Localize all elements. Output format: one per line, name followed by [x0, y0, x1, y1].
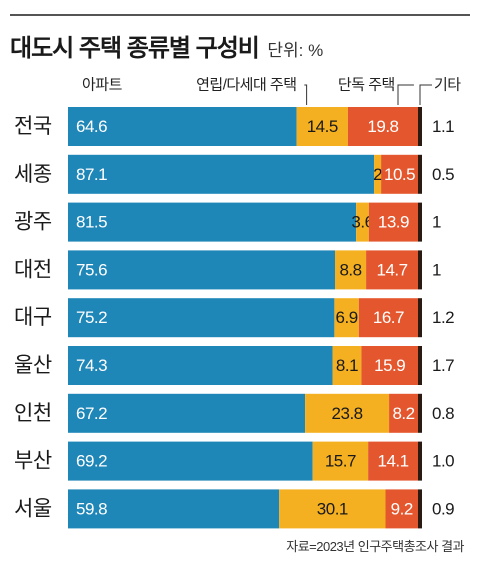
bar-segment [418, 154, 422, 194]
bar-segment [68, 489, 280, 529]
value-label: 6.9 [336, 308, 358, 327]
bar-segment [68, 202, 357, 242]
legend-label-4: 기타 [434, 77, 461, 94]
bar-segment [296, 107, 348, 146]
bar-segment [332, 346, 362, 385]
legend-leader-line [397, 84, 414, 105]
value-label: 0.8 [432, 404, 454, 423]
bar-segment [279, 489, 386, 529]
category-label: 서울 [14, 497, 52, 520]
value-label: 10.5 [384, 165, 415, 184]
value-label: 15.9 [374, 356, 405, 375]
value-label: 1 [432, 260, 441, 279]
value-label: 3.6 [351, 213, 373, 232]
bar-segment [334, 298, 359, 338]
category-label: 광주 [14, 211, 52, 234]
bar-segment [361, 346, 418, 385]
top-rule [10, 14, 470, 16]
bar-segment [418, 250, 422, 290]
bar-segment [418, 107, 422, 146]
bar-segment [418, 202, 422, 242]
legend-label-1: 아파트 [82, 77, 123, 94]
value-label: 87.1 [76, 165, 107, 184]
bar-segment [385, 489, 418, 529]
bar-segment [418, 346, 422, 385]
value-label: 0.5 [432, 165, 454, 184]
value-label: 1.2 [432, 308, 454, 327]
bar-segment [389, 393, 418, 433]
value-label: 59.8 [76, 499, 107, 518]
value-label: 64.6 [76, 117, 107, 136]
value-label: 1.7 [432, 356, 454, 375]
legend-leader-line [304, 84, 308, 105]
value-label: 14.5 [307, 117, 338, 136]
bar-segment [68, 250, 336, 290]
bar-segment [356, 202, 369, 242]
value-label: 75.6 [76, 260, 107, 279]
title-row: 대도시 주택 종류별 구성비 단위: % [10, 28, 323, 63]
bar-segment [312, 441, 369, 481]
value-label: 67.2 [76, 404, 107, 423]
category-label: 인천 [14, 402, 52, 425]
value-label: 15.7 [325, 452, 356, 471]
bar-segment [358, 298, 418, 338]
bar-segment [418, 489, 422, 529]
value-label: 23.8 [332, 404, 363, 423]
value-label: 2 [373, 165, 382, 184]
value-label: 69.2 [76, 452, 107, 471]
value-label: 1.1 [432, 117, 454, 136]
category-label: 전국 [14, 115, 52, 138]
bar-segment [68, 441, 313, 481]
value-label: 8.2 [392, 404, 414, 423]
value-label: 1.0 [432, 452, 454, 471]
bar-segment [366, 250, 418, 290]
category-label: 대구 [14, 306, 52, 329]
bar-segment [418, 393, 422, 433]
bar-segment [368, 202, 418, 242]
value-label: 75.2 [76, 308, 107, 327]
bar-segment [347, 107, 418, 146]
value-label: 13.9 [378, 213, 409, 232]
category-label: 세종 [14, 163, 52, 186]
category-label: 부산 [14, 450, 52, 473]
value-label: 8.1 [336, 356, 358, 375]
bar-segment [368, 441, 418, 481]
category-label: 대전 [14, 258, 52, 281]
bar-segment [335, 250, 367, 290]
chart-title: 대도시 주택 종류별 구성비 [10, 35, 260, 62]
value-label: 81.5 [76, 213, 107, 232]
bar-segment [305, 393, 390, 433]
value-label: 74.3 [76, 356, 107, 375]
bar-segment [374, 154, 382, 194]
value-label: 14.7 [376, 260, 407, 279]
value-label: 8.8 [339, 260, 361, 279]
value-label: 1 [432, 213, 441, 232]
value-label: 14.1 [378, 452, 409, 471]
bar-segment [381, 154, 418, 194]
category-label: 울산 [14, 354, 52, 377]
value-label: 19.8 [367, 117, 398, 136]
unit-label: 단위: % [267, 41, 324, 60]
bar-segment [418, 441, 422, 481]
bar-segment [68, 346, 333, 385]
bar-segment [68, 298, 335, 338]
value-label: 9.2 [391, 499, 413, 518]
legend-label-2: 연립/다세대 주택 [196, 77, 296, 94]
bar-segment [418, 298, 422, 338]
bar-segment [68, 393, 306, 433]
legend-leader-line [419, 84, 432, 105]
bar-segment [68, 154, 375, 194]
value-label: 0.9 [432, 499, 454, 518]
bar-segment [68, 107, 297, 146]
source-note: 자료=2023년 인구주택총조사 결과 [286, 539, 464, 554]
legend-label-3: 단독 주택 [338, 77, 395, 94]
value-label: 16.7 [373, 308, 404, 327]
value-label: 30.1 [317, 499, 348, 518]
